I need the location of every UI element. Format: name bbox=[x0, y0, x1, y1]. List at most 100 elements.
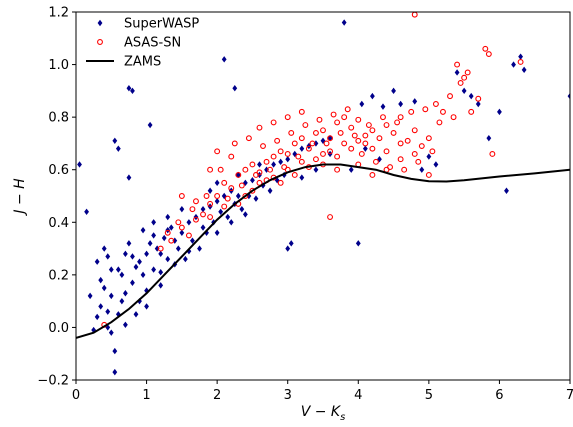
data-point bbox=[84, 208, 89, 215]
data-point bbox=[390, 129, 397, 136]
data-point bbox=[394, 119, 401, 126]
data-point bbox=[362, 145, 368, 152]
data-point bbox=[130, 87, 135, 95]
data-point bbox=[271, 161, 276, 168]
data-point bbox=[432, 101, 439, 107]
data-point bbox=[281, 164, 288, 171]
data-point bbox=[298, 108, 305, 115]
data-point bbox=[312, 156, 319, 163]
data-point bbox=[182, 255, 188, 263]
data-point bbox=[228, 185, 235, 192]
data-point bbox=[285, 245, 291, 252]
data-point bbox=[277, 148, 284, 155]
data-point bbox=[355, 116, 362, 123]
data-point bbox=[151, 219, 157, 226]
data-point bbox=[295, 153, 302, 160]
data-point bbox=[270, 153, 277, 160]
data-point bbox=[221, 56, 227, 63]
data-point bbox=[175, 245, 181, 252]
data-point bbox=[341, 114, 348, 121]
data-point bbox=[112, 347, 118, 355]
y-tick-label: 0.6 bbox=[48, 163, 69, 178]
data-point bbox=[161, 234, 167, 242]
data-point bbox=[94, 313, 100, 321]
data-point bbox=[168, 224, 174, 231]
data-point bbox=[175, 219, 182, 226]
data-point bbox=[214, 198, 220, 205]
data-point bbox=[359, 100, 365, 108]
data-point bbox=[391, 87, 396, 95]
data-point bbox=[567, 92, 570, 100]
data-point bbox=[517, 58, 524, 65]
data-point bbox=[369, 127, 376, 134]
data-point bbox=[312, 129, 319, 136]
data-point bbox=[511, 61, 516, 68]
data-point bbox=[292, 150, 298, 158]
data-point bbox=[200, 205, 206, 213]
data-point bbox=[425, 172, 432, 178]
data-point bbox=[454, 61, 461, 68]
data-point bbox=[207, 187, 213, 194]
x-tick-label: 1 bbox=[142, 388, 150, 403]
data-point bbox=[497, 108, 502, 116]
data-point bbox=[362, 132, 369, 139]
data-point bbox=[221, 192, 227, 200]
data-point bbox=[288, 129, 295, 136]
data-point bbox=[186, 248, 192, 255]
data-point bbox=[108, 329, 114, 336]
data-point bbox=[518, 53, 523, 60]
data-point bbox=[249, 161, 256, 168]
data-point bbox=[123, 250, 128, 258]
data-point bbox=[401, 166, 408, 173]
data-point bbox=[263, 158, 270, 165]
data-point bbox=[267, 166, 274, 173]
data-point bbox=[454, 69, 460, 76]
data-point bbox=[147, 240, 153, 247]
data-point bbox=[425, 135, 432, 142]
data-point bbox=[369, 145, 376, 152]
data-point bbox=[316, 116, 323, 123]
data-point bbox=[277, 179, 284, 186]
data-point bbox=[486, 134, 492, 142]
data-point bbox=[422, 106, 429, 113]
data-point bbox=[185, 232, 192, 239]
data-point bbox=[232, 85, 238, 92]
data-point bbox=[355, 240, 361, 247]
data-point bbox=[351, 132, 358, 139]
data-point bbox=[158, 250, 164, 258]
x-axis-label: V − Ks bbox=[301, 404, 346, 423]
data-point bbox=[412, 98, 418, 105]
data-point bbox=[485, 51, 492, 58]
data-point bbox=[320, 150, 326, 157]
data-point bbox=[397, 114, 404, 121]
data-point bbox=[298, 135, 305, 142]
data-point bbox=[429, 148, 436, 155]
data-point bbox=[245, 135, 252, 142]
data-point bbox=[158, 282, 164, 289]
data-point bbox=[330, 111, 337, 118]
axes-layer: 0 1 2 3 4 5 6 7 −0.2 0.0 0.2 0.4 0.6 0.8 1.0 1.2 bbox=[37, 6, 573, 404]
data-point bbox=[189, 206, 196, 213]
data-point bbox=[214, 229, 220, 236]
data-point bbox=[137, 258, 142, 265]
y-tick-label: 0.0 bbox=[48, 321, 69, 336]
data-point bbox=[126, 174, 132, 181]
data-point bbox=[302, 122, 309, 128]
y-tick-label: 1.2 bbox=[48, 6, 69, 21]
data-point bbox=[341, 19, 347, 26]
data-point bbox=[250, 177, 255, 184]
data-point bbox=[164, 229, 171, 236]
data-point bbox=[419, 166, 425, 173]
data-point bbox=[119, 271, 125, 279]
data-point bbox=[246, 192, 252, 200]
data-point bbox=[337, 129, 344, 136]
data-point bbox=[115, 145, 121, 152]
data-point bbox=[133, 263, 139, 271]
data-point bbox=[115, 311, 121, 318]
data-point bbox=[101, 284, 107, 292]
data-point bbox=[408, 108, 415, 115]
data-point bbox=[228, 219, 234, 226]
data-point bbox=[397, 140, 404, 147]
data-point bbox=[200, 224, 206, 231]
data-point bbox=[475, 95, 482, 102]
